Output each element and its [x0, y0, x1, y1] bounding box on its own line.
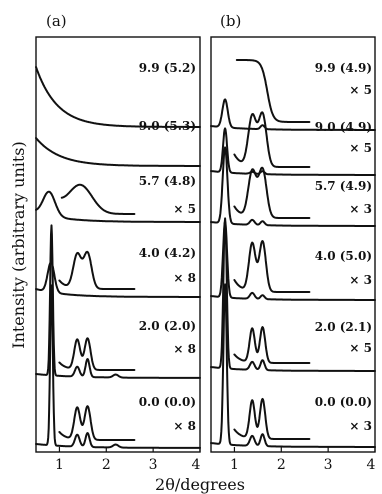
panel-b-tick-label-0: 1: [230, 457, 239, 473]
panel-b-series-label-1: 9.0 (4.9): [315, 120, 372, 134]
panel-a-series-label-2: 5.7 (4.8): [139, 174, 196, 188]
panel-b-series-label-4: 2.0 (2.1): [315, 320, 372, 334]
panel-a-series-label-4: 2.0 (2.0): [139, 319, 196, 333]
panel-b-trace-1: [210, 127, 376, 176]
panel-b-series-label-0: 9.9 (4.9): [315, 61, 372, 75]
panel-a-series-label-3: 4.0 (4.2): [139, 246, 196, 260]
panel-b-frame: [210, 36, 376, 453]
panel-b-series-labels: 9.9 (4.9) × 5 9.0 (4.9) × 5 5.7 (4.9) × 3 4.0 …: [315, 61, 372, 433]
panel-a-series-label-5: 0.0 (0.0): [139, 395, 196, 409]
panel-a-magnified-trace-3: [58, 250, 136, 290]
panel-a-x-ticks: 1 2 3 4: [55, 447, 201, 473]
panel-b-trace-4: [210, 217, 376, 372]
panel-b-magnified-trace-5: [233, 397, 311, 440]
x-axis-title: 2θ/degrees: [155, 475, 245, 494]
panel-b-scale-factor-4: × 5: [349, 341, 372, 355]
panel-b-magnified-trace-2: [233, 166, 311, 219]
panel-b-trace-2: [210, 146, 376, 227]
panel-a-magnified-trace-2: [60, 183, 136, 215]
panel-a-tick-label-2: 3: [149, 457, 158, 473]
panel-a-trace-2: [35, 190, 201, 223]
panel-a-scale-factor-3: × 8: [173, 271, 196, 285]
panel-a-series-labels: 9.9 (5.2) 9.0 (5.3) 5.7 (4.8) × 5 4.0 (4.2) ×…: [139, 61, 196, 433]
panel-a-series-label-0: 9.9 (5.2): [139, 61, 196, 75]
panel-b-magnified-trace-3: [233, 240, 311, 293]
panel-a-scale-factor-2: × 5: [173, 202, 196, 216]
y-axis-title: Intensity (arbitrary units): [9, 141, 28, 349]
panel-b-label: (b): [220, 12, 241, 30]
panel-a-tick-label-0: 1: [55, 457, 64, 473]
panel-b-series-label-3: 4.0 (5.0): [315, 249, 372, 263]
panel-b-trace-5: [210, 283, 376, 448]
panel-a-trace-4: [35, 224, 201, 379]
panel-b-scale-factor-2: × 3: [349, 202, 372, 216]
panel-b-tick-label-1: 2: [277, 457, 286, 473]
panel-a-tick-label-1: 2: [102, 457, 111, 473]
panel-b-scale-factor-1: × 5: [349, 141, 372, 155]
panel-a-trace-0: [35, 66, 201, 128]
panel-a-label: (a): [46, 12, 67, 30]
panel-b-traces: [210, 59, 376, 448]
panel-b-trace-0: [210, 98, 376, 131]
panel-a-tick-label-3: 4: [192, 457, 201, 473]
panel-a-scale-factor-5: × 8: [173, 419, 196, 433]
panel-b-scale-factor-3: × 3: [349, 273, 372, 287]
panel-a-magnified-trace-5: [58, 405, 136, 441]
panel-a-frame: [35, 36, 201, 453]
panel-b-magnified-trace-0: [235, 59, 311, 123]
panel-b-scale-factor-5: × 3: [349, 419, 372, 433]
panel-a-magnified-trace-4: [58, 337, 136, 371]
panel-a-series-label-1: 9.0 (5.3): [139, 119, 196, 133]
panel-a-traces: [35, 66, 201, 449]
panel-b-tick-label-3: 4: [367, 457, 376, 473]
panel-a-scale-factor-4: × 8: [173, 342, 196, 356]
panel-b: (b) 1 2 3 4 9.9 (4.9) × 5 9.0 (4.9) × 5 5.7 (4.…: [210, 12, 376, 473]
panel-a-trace-1: [35, 137, 201, 167]
panel-b-trace-3: [210, 220, 376, 301]
panel-b-x-ticks: 1 2 3 4: [230, 447, 376, 473]
panel-a-trace-5: [35, 284, 201, 449]
panel-b-series-label-2: 5.7 (4.9): [315, 179, 372, 193]
panel-b-tick-label-2: 3: [324, 457, 333, 473]
panel-a: (a) 1 2 3 4 9.9 (5.2) 9.0 (5.3) 5.7 (4.8) × 5 4…: [35, 12, 201, 473]
panel-a-trace-3: [35, 261, 201, 298]
panel-b-scale-factor-0: × 5: [349, 83, 372, 97]
panel-b-series-label-5: 0.0 (0.0): [315, 395, 372, 409]
panel-b-magnified-trace-1: [233, 111, 311, 168]
panel-b-magnified-trace-4: [233, 326, 311, 364]
